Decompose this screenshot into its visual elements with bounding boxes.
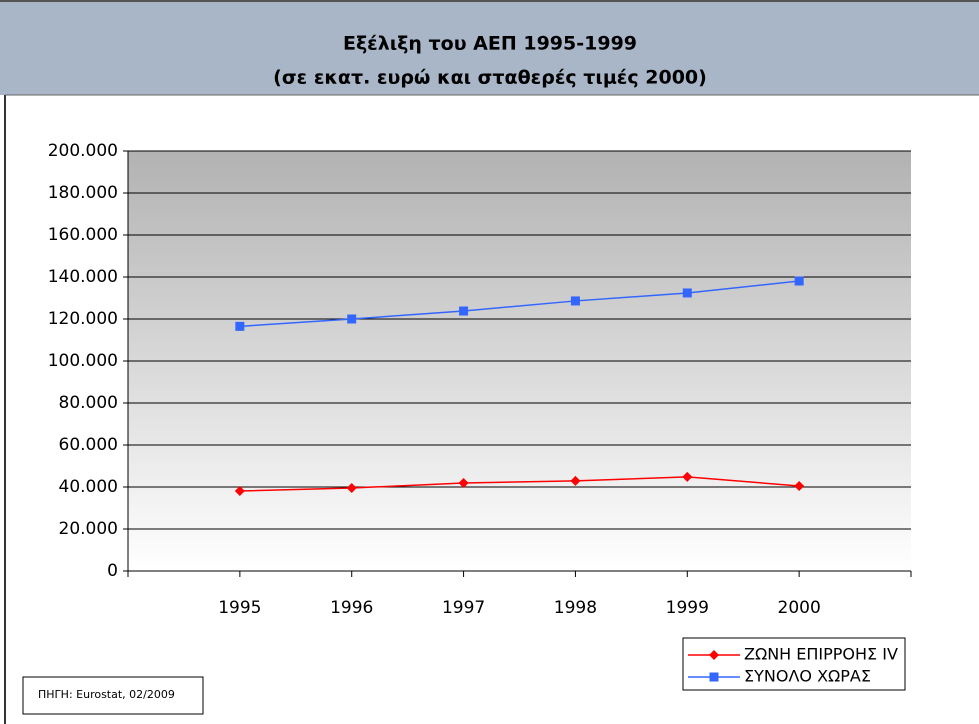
legend-label: ΖΩΝΗ ΕΠΙΡΡΟΗΣ IV bbox=[744, 645, 898, 664]
x-tick-label: 1995 bbox=[218, 598, 261, 618]
legend bbox=[682, 637, 906, 691]
marker bbox=[570, 296, 580, 306]
marker bbox=[346, 483, 357, 494]
marker bbox=[682, 288, 692, 298]
y-tick-label: 140.000 bbox=[48, 267, 118, 287]
legend-marker bbox=[709, 672, 719, 682]
marker bbox=[347, 314, 357, 324]
marker bbox=[458, 478, 469, 489]
y-tick-label: 60.000 bbox=[59, 435, 118, 455]
marker bbox=[794, 276, 804, 286]
series-line bbox=[239, 476, 800, 492]
y-tick-label: 200.000 bbox=[48, 141, 118, 161]
marker bbox=[794, 480, 805, 491]
marker bbox=[682, 471, 693, 482]
source: ΠΗΓΗ: Eurostat, 02/2009 bbox=[38, 688, 175, 701]
y-tick-label: 180.000 bbox=[48, 183, 118, 203]
y-tick-label: 20.000 bbox=[59, 519, 118, 539]
chart-title: Εξέλιξη του ΑΕΠ 1995-1999 bbox=[343, 33, 637, 55]
marker bbox=[235, 321, 245, 331]
x-tick-label: 1999 bbox=[666, 598, 709, 618]
y-tick-label: 120.000 bbox=[48, 309, 118, 329]
marker bbox=[570, 475, 581, 486]
y-tick-label: 40.000 bbox=[59, 477, 118, 497]
x-tick-label: 2000 bbox=[778, 598, 821, 618]
source-box bbox=[22, 676, 204, 715]
x-tick-label: 1998 bbox=[554, 598, 597, 618]
x-tick-label: 1997 bbox=[442, 598, 485, 618]
legend-marker bbox=[709, 650, 719, 660]
header-bar bbox=[0, 0, 979, 95]
marker bbox=[234, 485, 245, 496]
y-tick-label: 80.000 bbox=[59, 393, 118, 413]
y-tick-label: 0 bbox=[107, 561, 118, 581]
chart-subtitle: (σε εκατ. ευρώ και σταθερές τιμές 2000) bbox=[273, 67, 707, 89]
y-tick-label: 100.000 bbox=[48, 351, 118, 371]
legend-label: ΣΥΝΟΛΟ ΧΩΡΑΣ bbox=[744, 667, 871, 686]
y-tick-label: 160.000 bbox=[48, 225, 118, 245]
marker bbox=[459, 306, 469, 316]
series-line bbox=[239, 280, 800, 328]
x-tick-label: 1996 bbox=[330, 598, 373, 618]
